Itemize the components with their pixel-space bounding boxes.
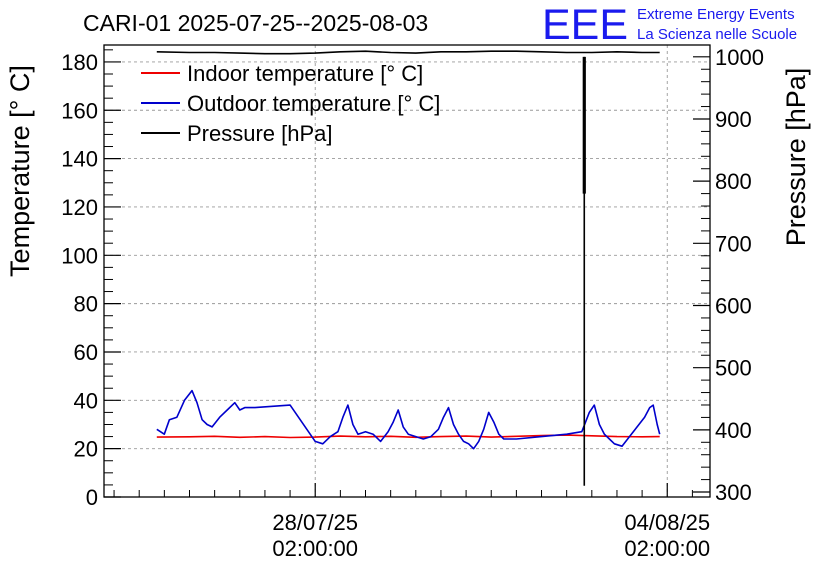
y2-tick-label: 1000 (715, 45, 764, 70)
y-tick-label: 160 (61, 98, 98, 123)
legend: Indoor temperature [° C] Outdoor temperat… (141, 61, 440, 146)
series-line-1 (156, 389, 661, 450)
y2-tick-label: 300 (715, 480, 752, 505)
y2-tick-label: 600 (715, 294, 752, 319)
x-tick-label-date: 28/07/25 (272, 510, 358, 535)
y2-tick-label: 800 (715, 169, 752, 194)
legend-label: Outdoor temperature [° C] (187, 91, 440, 116)
y-tick-label: 40 (74, 388, 98, 413)
y2-tick-label: 900 (715, 107, 752, 132)
legend-label: Pressure [hPa] (187, 121, 333, 146)
y-tick-label: 100 (61, 243, 98, 268)
x-tick-label-time: 02:00:00 (272, 536, 358, 561)
y2-tick-label: 400 (715, 418, 752, 443)
x-tick-label-time: 02:00:00 (624, 536, 710, 561)
y-tick-label: 180 (61, 50, 98, 75)
plot-series (156, 50, 661, 486)
y-axis-label: Temperature [° C] (5, 65, 35, 277)
x-tick-label-date: 04/08/25 (624, 510, 710, 535)
y-tick-label: 80 (74, 292, 98, 317)
y2-tick-label: 500 (715, 356, 752, 381)
logo-eee: EEE (542, 1, 628, 49)
y-tick-label: 140 (61, 147, 98, 172)
plot-frame (103, 44, 711, 498)
logo-line-1: Extreme Energy Events (637, 6, 795, 23)
y-tick-label: 60 (74, 340, 98, 365)
y-tick-label: 0 (86, 485, 98, 510)
series-line-2 (156, 50, 660, 55)
y-tick-label: 120 (61, 195, 98, 220)
axes: 0 20 40 60 80 100 120 140 160 180 300 400 500 600 700 8… (61, 45, 764, 561)
y2-tick-label: 700 (715, 231, 752, 256)
y2-axis-label: Pressure [hPa] (781, 68, 811, 247)
y-tick-label: 20 (74, 437, 98, 462)
chart-title: CARI-01 2025-07-25--2025-08-03 (83, 10, 428, 36)
logo-line-2: La Scienza nelle Scuole (637, 26, 797, 43)
legend-label: Indoor temperature [° C] (187, 61, 423, 86)
